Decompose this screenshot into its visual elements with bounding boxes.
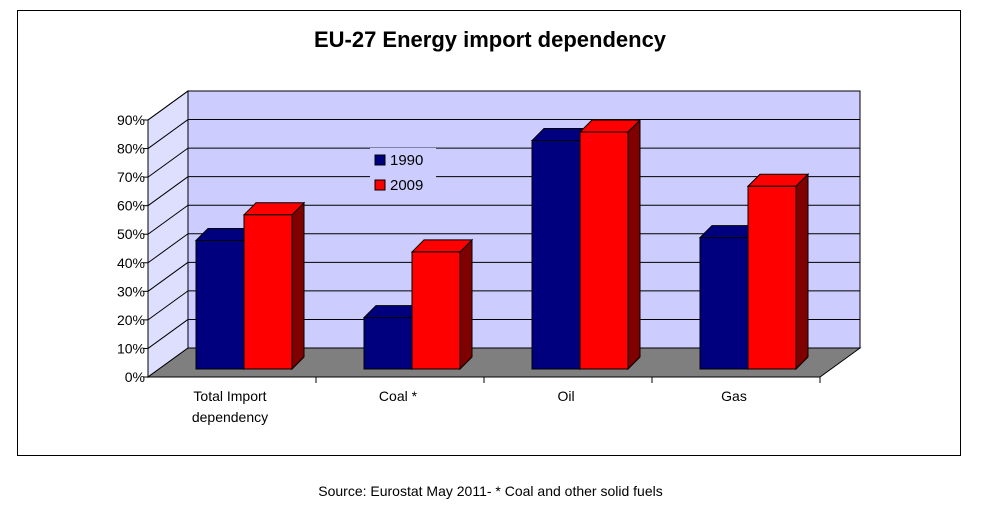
y-tick-label: 70% <box>117 169 145 185</box>
legend-swatch <box>374 179 386 191</box>
y-tick-label: 40% <box>117 255 145 271</box>
y-tick-label: 10% <box>117 340 145 356</box>
gridline-side <box>147 233 189 264</box>
legend-swatch <box>374 154 386 166</box>
bar <box>531 140 581 370</box>
legend-label: 1990 <box>390 152 423 169</box>
x-tick-label: Coal * <box>379 388 418 404</box>
gridline-side <box>147 147 189 178</box>
x-tick-label: dependency <box>192 409 268 425</box>
gridline-side <box>147 176 189 207</box>
gridline-side <box>147 204 189 235</box>
gridline-side <box>147 261 189 292</box>
gridline-side <box>147 119 189 149</box>
x-tick-label: Oil <box>557 388 574 404</box>
bar <box>411 251 461 370</box>
bar <box>747 185 797 370</box>
gridline-side <box>147 290 189 321</box>
y-tick-label: 0% <box>125 369 145 385</box>
gridline-side <box>147 319 189 349</box>
bar <box>579 131 629 370</box>
x-tick-label: Gas <box>721 388 747 404</box>
bar <box>243 214 293 370</box>
y-tick-label: 50% <box>117 226 145 242</box>
y-tick-label: 90% <box>117 112 145 128</box>
gridline-side <box>147 90 189 121</box>
source-note: Source: Eurostat May 2011- * Coal and ot… <box>318 483 663 499</box>
y-tick-label: 80% <box>117 141 145 157</box>
y-tick-label: 30% <box>117 283 145 299</box>
y-tick-label: 20% <box>117 312 145 328</box>
chart-title: EU-27 Energy import dependency <box>314 27 667 52</box>
bar <box>195 240 245 370</box>
bar-side <box>291 201 305 371</box>
bar-side <box>627 118 641 371</box>
bar-side <box>459 238 473 371</box>
bar <box>699 237 749 370</box>
y-tick-label: 60% <box>117 198 145 214</box>
bar <box>363 317 413 370</box>
x-tick-label: Total Import <box>193 388 266 404</box>
bar-side <box>795 173 809 371</box>
legend-label: 2009 <box>390 177 423 194</box>
